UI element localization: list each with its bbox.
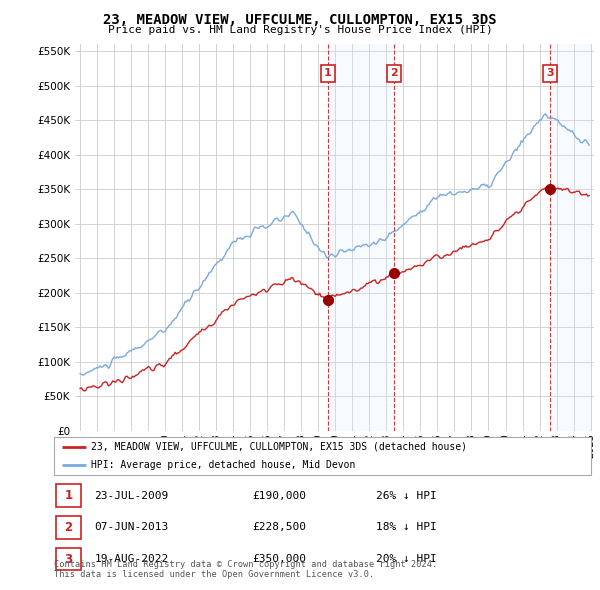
- Text: 3: 3: [64, 552, 73, 565]
- Text: 3: 3: [547, 68, 554, 78]
- Text: Contains HM Land Registry data © Crown copyright and database right 2024.
This d: Contains HM Land Registry data © Crown c…: [54, 560, 437, 579]
- Text: 2: 2: [390, 68, 398, 78]
- FancyBboxPatch shape: [54, 437, 591, 475]
- Text: 23, MEADOW VIEW, UFFCULME, CULLOMPTON, EX15 3DS: 23, MEADOW VIEW, UFFCULME, CULLOMPTON, E…: [103, 13, 497, 27]
- Text: 20% ↓ HPI: 20% ↓ HPI: [376, 554, 437, 564]
- Text: 23-JUL-2009: 23-JUL-2009: [94, 491, 169, 501]
- Text: HPI: Average price, detached house, Mid Devon: HPI: Average price, detached house, Mid …: [91, 460, 355, 470]
- Text: 1: 1: [64, 490, 73, 503]
- FancyBboxPatch shape: [56, 484, 82, 507]
- FancyBboxPatch shape: [56, 516, 82, 539]
- Text: £350,000: £350,000: [253, 554, 307, 564]
- Text: 23, MEADOW VIEW, UFFCULME, CULLOMPTON, EX15 3DS (detached house): 23, MEADOW VIEW, UFFCULME, CULLOMPTON, E…: [91, 441, 467, 451]
- Bar: [550, 44, 590, 431]
- Text: 1: 1: [324, 68, 332, 78]
- Text: £228,500: £228,500: [253, 523, 307, 532]
- Text: 2: 2: [64, 521, 73, 534]
- Text: Price paid vs. HM Land Registry's House Price Index (HPI): Price paid vs. HM Land Registry's House …: [107, 25, 493, 35]
- FancyBboxPatch shape: [56, 548, 82, 571]
- Text: 26% ↓ HPI: 26% ↓ HPI: [376, 491, 437, 501]
- Bar: [328, 44, 394, 431]
- Text: 19-AUG-2022: 19-AUG-2022: [94, 554, 169, 564]
- Text: 07-JUN-2013: 07-JUN-2013: [94, 523, 169, 532]
- Text: 18% ↓ HPI: 18% ↓ HPI: [376, 523, 437, 532]
- Text: £190,000: £190,000: [253, 491, 307, 501]
